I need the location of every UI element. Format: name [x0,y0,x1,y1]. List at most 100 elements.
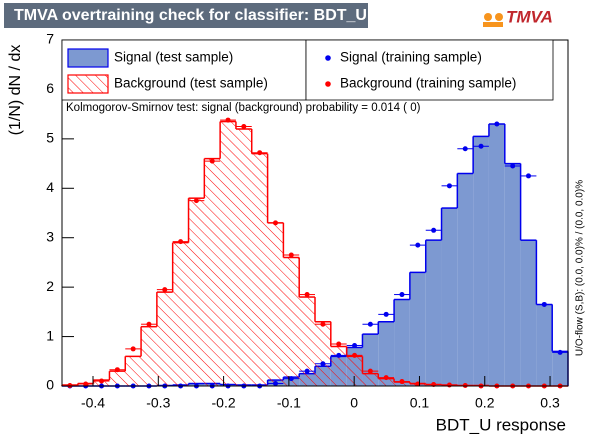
logo-text: TMVA [506,7,553,26]
y-tick-label: 2 [46,278,54,294]
histogram-bar [394,299,410,386]
legend-box [305,39,554,101]
histogram-bar [251,153,268,386]
y-tick-label: 4 [46,179,54,195]
histogram-bar [204,158,221,386]
histogram-bar [220,121,236,387]
histogram-bar [425,240,442,386]
histogram-bar [299,297,315,386]
x-tick-label: 0.1 [410,395,430,411]
data-point [399,292,405,298]
legend-label: Background (test sample) [114,76,268,91]
histogram-bar [378,378,395,386]
data-point [288,252,294,258]
histogram-bar [330,346,347,386]
legend-marker [325,55,331,61]
histogram-bar [188,198,205,386]
histogram-bar [346,356,363,386]
data-point [272,220,278,226]
data-point [541,301,547,307]
x-tick-label: 0 [350,395,358,411]
logo: TMVA [483,7,553,27]
x-axis-label: BDT_U response [436,415,566,434]
data-point [304,292,310,298]
histogram-bar [362,373,379,386]
y-axis-label: (1/N) dN / dx [7,45,24,136]
data-point [367,321,373,327]
data-point [272,381,278,387]
histogram-bar [156,292,173,386]
histogram-bar [488,124,505,387]
legend-marker [325,81,331,87]
data-point [383,375,389,381]
y-tick-label: 5 [46,130,54,146]
histogram-bar [267,222,284,386]
data-point [146,321,152,327]
data-point [525,173,531,179]
y-tick-label: 1 [46,327,54,343]
x-tick-label: -0.3 [146,395,170,411]
legend-label: Signal (training sample) [340,50,482,65]
data-point [462,146,468,152]
legend-label: Background (training sample) [340,76,516,91]
data-point [257,150,263,156]
x-tick-label: -0.4 [81,395,105,411]
chart-title: TMVA overtraining check for classifier: … [14,7,367,24]
data-point [399,379,405,385]
data-point [99,378,105,384]
histogram-bar [552,351,568,386]
legend-swatch [67,74,109,94]
data-point [494,121,500,127]
data-point [114,367,120,373]
data-point [162,287,168,293]
histogram-bar [125,356,142,386]
data-point [367,368,373,374]
ks-annotation: Kolmogorov-Smirnov test: signal (backgro… [66,102,421,114]
data-point [178,239,184,245]
data-point [510,163,516,169]
y-tick-label: 0 [46,377,54,393]
x-tick-label: 0.3 [540,395,560,411]
histogram-bar [315,321,331,386]
data-point [320,361,326,367]
histogram-bar [520,240,537,386]
histogram-bar [457,173,474,386]
y-tick-label: 3 [46,228,54,244]
histogram-bar [504,163,521,386]
data-point [352,342,358,348]
data-point [225,117,231,123]
histogram-bar [378,321,395,386]
data-point [241,124,247,129]
data-point [478,143,484,149]
histogram-bar [141,326,157,386]
data-point [304,368,310,374]
y-tick-label: 7 [46,31,54,47]
data-point [320,321,326,327]
data-point [336,352,342,358]
data-point [209,158,215,164]
data-point [446,382,452,388]
data-point [336,341,342,347]
histogram-bar [283,257,300,386]
histogram-bar [473,136,489,386]
data-point [352,352,358,358]
histogram-bar [172,242,189,386]
histogram-bar [409,272,426,386]
data-point [288,376,294,382]
x-tick-label: -0.1 [277,395,301,411]
overflow-note: U/O-flow (S,B): (0.0, 0.0)% / (0.0, 0.0)… [575,180,586,356]
legend-label: Signal (test sample) [114,50,233,65]
data-point [415,242,421,248]
data-point [446,183,452,189]
data-point [130,346,136,352]
histogram-bar [441,208,458,386]
x-tick-label: -0.2 [212,395,236,411]
data-point [83,381,89,387]
legend-swatch [67,48,109,68]
data-point [383,311,389,317]
histogram-bar [235,128,252,386]
data-point [193,198,199,204]
histogram-bar [536,304,553,386]
data-point [557,349,563,355]
